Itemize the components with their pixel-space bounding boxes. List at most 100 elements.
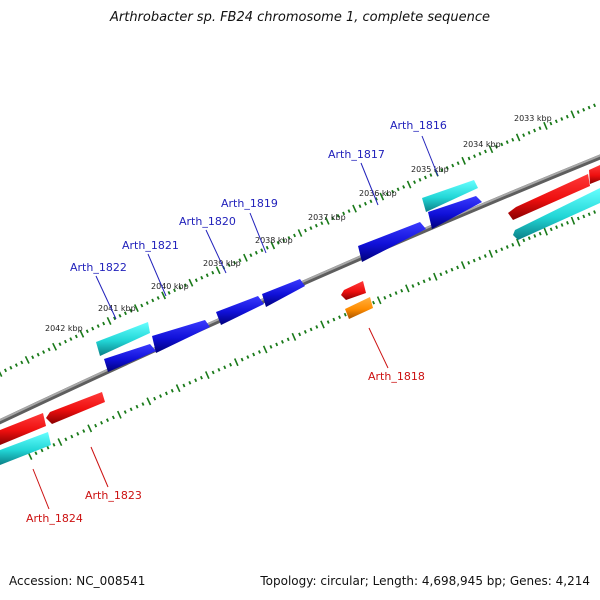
- tick-minor: [238, 258, 242, 263]
- tick-minor: [385, 192, 389, 196]
- tick-minor: [52, 443, 56, 447]
- gene-label-arth-1821[interactable]: Arth_1821: [122, 239, 179, 252]
- tick-minor: [522, 238, 526, 243]
- gene-arth-1816-rna[interactable]: [422, 180, 478, 212]
- tick-minor: [82, 429, 86, 433]
- tick-minor: [140, 303, 144, 308]
- tick-minor: [566, 221, 569, 225]
- tick-minor: [582, 108, 586, 112]
- tick-minor: [94, 423, 98, 428]
- gene-labels: Arth_1816 Arth_1817 Arth_1818 Arth_1819 …: [26, 119, 447, 525]
- tick-minor: [400, 288, 404, 293]
- gene-arth-1818-other[interactable]: [345, 297, 373, 319]
- tick-minor: [34, 451, 38, 456]
- tick-minor: [478, 151, 482, 156]
- gene-arth-1816-cds[interactable]: [428, 196, 482, 229]
- gene-label-arth-1817[interactable]: Arth_1817: [328, 148, 385, 161]
- tick-major: [543, 121, 548, 130]
- tick-minor: [257, 350, 261, 354]
- tick-minor: [105, 418, 110, 422]
- tick-minor: [156, 296, 160, 300]
- tick-minor: [363, 201, 367, 206]
- tick-minor: [565, 114, 569, 119]
- kbp-label-2035: 2035 kbp: [411, 165, 449, 174]
- gene-arth-1818-cds[interactable]: [341, 281, 366, 300]
- tick-minor: [456, 161, 460, 166]
- tick-minor: [151, 298, 155, 303]
- gene-reverse-right-red-2[interactable]: [589, 165, 600, 184]
- tick-minor: [303, 228, 307, 233]
- tick-minor: [36, 352, 40, 357]
- tick-minor: [129, 407, 133, 412]
- gene-arth-1822-rna[interactable]: [96, 322, 150, 356]
- tick-minor: [153, 396, 157, 401]
- tick-major: [515, 133, 521, 142]
- tick-minor: [533, 234, 537, 238]
- tick-minor: [309, 327, 313, 332]
- tick-major: [488, 145, 494, 154]
- gene-arth-1820-cds[interactable]: [216, 296, 264, 325]
- tick-minor: [205, 273, 209, 278]
- tick-minor: [47, 347, 51, 352]
- tick-minor: [576, 110, 580, 114]
- tick-minor: [70, 434, 74, 439]
- tick-minor: [396, 187, 400, 192]
- tick-minor: [527, 236, 531, 240]
- tick-major: [488, 249, 494, 258]
- forward-genes[interactable]: [96, 180, 482, 372]
- kbp-label-2034: 2034 kbp: [463, 140, 501, 149]
- tick-major: [379, 192, 385, 201]
- tick-minor: [159, 394, 163, 398]
- accession-label: Accession: NC_008541: [9, 574, 146, 588]
- tick-minor: [200, 275, 204, 280]
- gene-reverse-right-red-1[interactable]: [508, 174, 590, 220]
- tick-minor: [467, 156, 471, 161]
- map-title: Arthrobacter sp. FB24 chromosome 1, comp…: [109, 10, 491, 25]
- tick-minor: [472, 258, 476, 263]
- tick-minor: [388, 293, 392, 298]
- tick-major: [324, 216, 330, 225]
- gene-arth-1822-cds[interactable]: [104, 344, 156, 372]
- tick-minor: [46, 445, 50, 450]
- tick-minor: [428, 277, 432, 281]
- tick-major: [406, 180, 412, 189]
- gene-label-arth-1824[interactable]: Arth_1824: [26, 512, 83, 525]
- tick-minor: [418, 177, 422, 182]
- tick-major: [461, 156, 466, 165]
- gene-arth-1823-cds[interactable]: [46, 392, 105, 424]
- gene-label-arth-1820[interactable]: Arth_1820: [179, 215, 236, 228]
- gene-arth-1824-rna[interactable]: [0, 432, 51, 465]
- tick-minor: [286, 337, 290, 342]
- gene-arth-1821-cds[interactable]: [152, 320, 210, 353]
- tick-minor: [69, 337, 73, 341]
- gene-label-arth-1823[interactable]: Arth_1823: [85, 489, 142, 502]
- tick-minor: [63, 339, 67, 344]
- tick-minor: [135, 404, 139, 409]
- gene-arth-1824-cds[interactable]: [0, 413, 46, 445]
- gene-label-arth-1816[interactable]: Arth_1816: [390, 119, 447, 132]
- tick-major: [106, 316, 112, 325]
- tick-major: [188, 278, 194, 287]
- gene-arth-1819-cds[interactable]: [262, 279, 305, 307]
- tick-minor: [246, 355, 250, 359]
- tick-minor: [505, 140, 509, 144]
- tick-minor: [549, 227, 553, 232]
- gene-label-arth-1818[interactable]: Arth_1818: [368, 370, 425, 383]
- gene-reverse-right-cyan[interactable]: [513, 188, 600, 240]
- tick-minor: [275, 342, 279, 347]
- tick-major: [24, 355, 30, 364]
- tick-minor: [538, 231, 542, 236]
- tick-minor: [338, 315, 342, 319]
- tick-minor: [14, 363, 18, 367]
- tick-minor: [293, 233, 297, 238]
- tick-minor: [314, 223, 318, 228]
- reverse-genes[interactable]: [0, 165, 600, 465]
- tick-minor: [227, 263, 231, 267]
- tick-minor: [199, 375, 203, 380]
- gene-arth-1817-cds[interactable]: [358, 222, 426, 262]
- gene-label-arth-1819[interactable]: Arth_1819: [221, 197, 278, 210]
- gene-label-arth-1822[interactable]: Arth_1822: [70, 261, 127, 274]
- tick-minor: [483, 149, 487, 154]
- tick-major: [204, 371, 210, 380]
